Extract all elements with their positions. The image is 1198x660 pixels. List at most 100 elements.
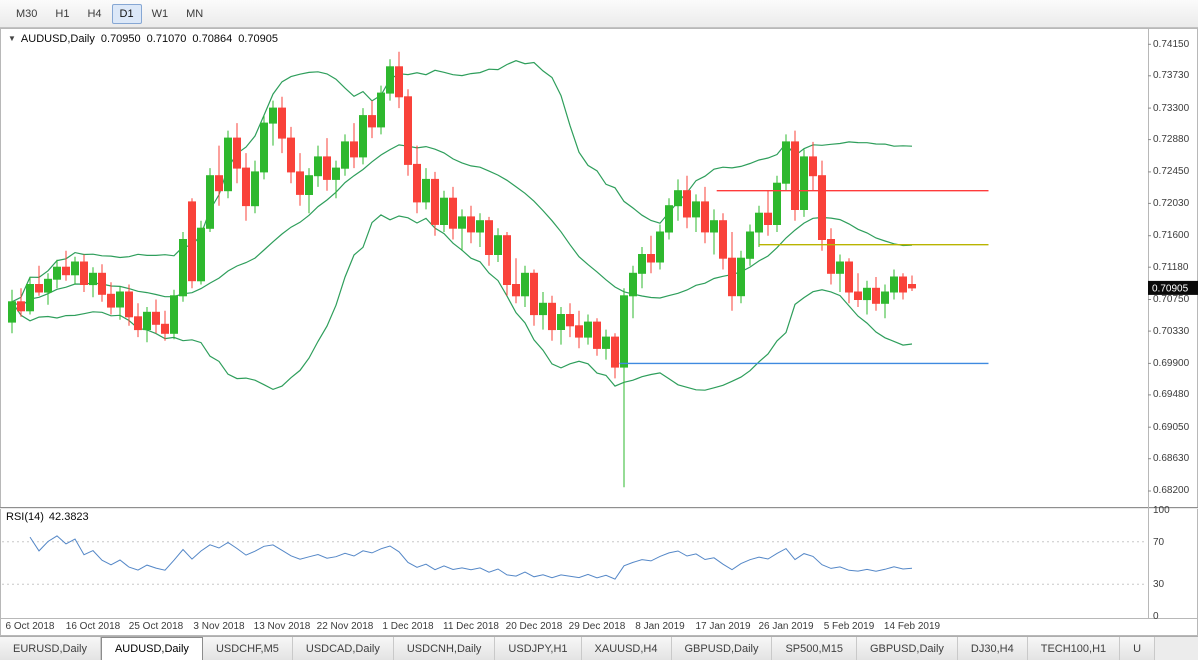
candle-body [395, 66, 403, 98]
candle-body [476, 220, 484, 233]
candle-body [98, 272, 106, 295]
chart-window[interactable]: 0.70905 [0, 28, 1198, 636]
candle-body [818, 175, 826, 240]
candle-body [566, 314, 574, 327]
bollinger-upper-band [11, 60, 913, 303]
candle-body [269, 107, 277, 124]
candle-body [521, 272, 529, 297]
candle-body [26, 284, 34, 312]
candle-body [485, 220, 493, 255]
candle-body [323, 156, 331, 180]
candle-body [161, 323, 169, 334]
candle-body [854, 291, 862, 300]
timeframe-button-h1[interactable]: H1 [47, 4, 77, 24]
candle-body [557, 314, 565, 330]
candle-body [791, 141, 799, 210]
candle-body [584, 321, 592, 338]
candle-body [359, 115, 367, 158]
candle-body [80, 261, 88, 285]
chart-tab-tech100-h1[interactable]: TECH100,H1 [1027, 637, 1121, 660]
candle-body [710, 220, 718, 233]
candle-body [764, 212, 772, 225]
candle-body [674, 190, 682, 207]
candle-body [179, 239, 187, 297]
chart-tab-audusd-daily[interactable]: AUDUSD,Daily [100, 637, 203, 660]
candle-body [116, 291, 124, 308]
chart-tab-gbpusd-daily[interactable]: GBPUSD,Daily [856, 637, 958, 660]
chart-tab-usdcnh-daily[interactable]: USDCNH,Daily [393, 637, 496, 660]
chart-tab-sp500-m15[interactable]: SP500,M15 [772, 637, 857, 660]
candle-body [107, 293, 115, 308]
candle-body [44, 278, 52, 293]
candle-body [368, 115, 376, 128]
candle-body [620, 295, 628, 368]
candle-body [737, 257, 745, 297]
chart-tab-gbpusd-daily[interactable]: GBPUSD,Daily [671, 637, 773, 660]
candle-body [134, 316, 142, 331]
candle-body [503, 235, 511, 285]
candle-body [845, 261, 853, 293]
candle-body [215, 175, 223, 192]
candle-body [692, 201, 700, 218]
candle-body [611, 336, 619, 368]
candle-body [629, 272, 637, 297]
candle-body [89, 272, 97, 286]
chart-tab-usdchf-m5[interactable]: USDCHF,M5 [202, 637, 293, 660]
timeframe-button-d1[interactable]: D1 [111, 3, 142, 24]
candle-body [125, 291, 133, 318]
candle-body [899, 276, 907, 293]
chart-tab-usdjpy-h1[interactable]: USDJPY,H1 [495, 637, 582, 660]
candle-body [530, 272, 538, 316]
candle-body [170, 295, 178, 334]
chart-tab-xauusd-h4[interactable]: XAUUSD,H4 [581, 637, 672, 660]
candle-body [665, 205, 673, 233]
current-price-badge [1148, 280, 1198, 295]
candle-body [287, 137, 295, 173]
candle-body [278, 107, 286, 139]
timeframe-button-w1[interactable]: W1 [144, 4, 177, 24]
candle-body [746, 231, 754, 259]
candle-body [575, 325, 583, 338]
candle-body [890, 276, 898, 293]
candle-body [782, 141, 790, 184]
candle-body [440, 197, 448, 225]
chart-tab-usdcad-daily[interactable]: USDCAD,Daily [292, 637, 394, 660]
candle-body [143, 311, 151, 331]
timeframe-button-m30[interactable]: M30 [8, 4, 45, 24]
candle-body [809, 156, 817, 177]
candle-body [305, 175, 313, 195]
candle-body [656, 231, 664, 263]
candle-body [458, 216, 466, 229]
bollinger-middle-band [11, 144, 913, 308]
candlestick-series [8, 51, 916, 488]
candle-body [836, 261, 844, 274]
candle-body [296, 171, 304, 195]
current-price-badge-text: 0.70905 [1152, 283, 1189, 294]
candle-body [863, 287, 871, 301]
chart-tab-u[interactable]: U [1120, 637, 1156, 660]
candle-body [224, 137, 232, 192]
candle-body [242, 167, 250, 207]
candle-body [8, 301, 16, 323]
candle-body [647, 254, 655, 263]
chart-tab-eurusd-daily[interactable]: EURUSD,Daily [0, 637, 101, 660]
chart-tab-dj30-h4[interactable]: DJ30,H4 [957, 637, 1028, 660]
rsi-line [29, 535, 913, 580]
candle-body [701, 201, 709, 233]
timeframe-button-h4[interactable]: H4 [79, 4, 109, 24]
candle-body [17, 301, 25, 312]
candle-body [827, 239, 835, 274]
candle-body [377, 92, 385, 128]
candle-body [512, 284, 520, 297]
candle-body [539, 302, 547, 316]
timeframe-button-mn[interactable]: MN [178, 4, 211, 24]
candle-body [755, 212, 763, 233]
candle-body [719, 220, 727, 259]
candle-body [638, 254, 646, 274]
price-chart-canvas: 0.70905 [0, 28, 1198, 636]
candle-body [422, 178, 430, 203]
candle-body [404, 96, 412, 165]
candle-body [683, 190, 691, 218]
candle-body [197, 227, 205, 282]
candle-body [332, 167, 340, 180]
